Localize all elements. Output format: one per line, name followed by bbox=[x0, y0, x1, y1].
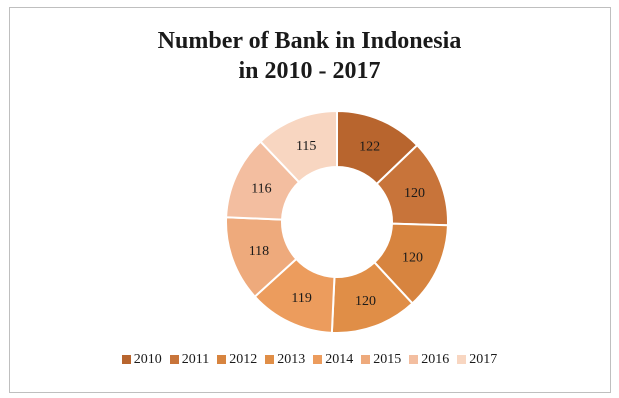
legend-swatch-2013 bbox=[265, 355, 275, 364]
legend-item-2014: 2014 bbox=[313, 352, 353, 368]
legend-label-2012: 2012 bbox=[229, 352, 258, 367]
data-label-2014: 119 bbox=[291, 291, 311, 306]
legend-item-2017: 2017 bbox=[457, 352, 497, 368]
legend-swatch-2014 bbox=[313, 355, 323, 364]
doughnut-slices bbox=[225, 109, 449, 334]
data-label-2015: 118 bbox=[249, 244, 269, 259]
slice-2017 bbox=[259, 109, 338, 184]
legend-label-2016: 2016 bbox=[421, 352, 450, 367]
chart-title-line-2: in 2010 - 2017 bbox=[238, 58, 381, 84]
legend-item-2011: 2011 bbox=[169, 352, 210, 368]
legend-swatch-2016 bbox=[409, 355, 419, 364]
legend-item-2016: 2016 bbox=[409, 352, 449, 368]
data-label-2013: 120 bbox=[355, 294, 376, 309]
legend-item-2015: 2015 bbox=[361, 352, 401, 368]
data-label-2012: 120 bbox=[402, 250, 423, 265]
legend-label-2013: 2013 bbox=[277, 352, 306, 367]
chart-title-line-1: Number of Bank in Indonesia bbox=[157, 28, 462, 54]
legend-swatch-2010 bbox=[121, 355, 131, 364]
legend-swatch-2015 bbox=[361, 355, 371, 364]
legend-label-2010: 2010 bbox=[133, 352, 162, 367]
chart-legend: 2010 2011 2012 2013 2014 2015 2016 2017 bbox=[0, 352, 619, 368]
legend-item-2013: 2013 bbox=[265, 352, 305, 368]
chart-title: Number of Bank in Indonesia in 2010 - 20… bbox=[0, 26, 619, 86]
legend-label-2014: 2014 bbox=[325, 352, 354, 367]
legend-item-2012: 2012 bbox=[217, 352, 257, 368]
legend-swatch-2017 bbox=[457, 355, 467, 364]
legend-swatch-2012 bbox=[217, 355, 227, 364]
legend-swatch-2011 bbox=[169, 355, 179, 364]
legend-label-2017: 2017 bbox=[469, 352, 498, 367]
data-label-2017: 115 bbox=[296, 139, 316, 154]
data-label-2011: 120 bbox=[404, 186, 425, 201]
data-label-2016: 116 bbox=[251, 182, 271, 197]
legend-label-2011: 2011 bbox=[181, 352, 210, 367]
legend-item-2010: 2010 bbox=[121, 352, 162, 368]
doughnut-data-labels: 122 120 120 120 119 118 116 115 bbox=[249, 139, 425, 309]
legend-label-2015: 2015 bbox=[373, 352, 402, 367]
data-label-2010: 122 bbox=[359, 140, 380, 155]
